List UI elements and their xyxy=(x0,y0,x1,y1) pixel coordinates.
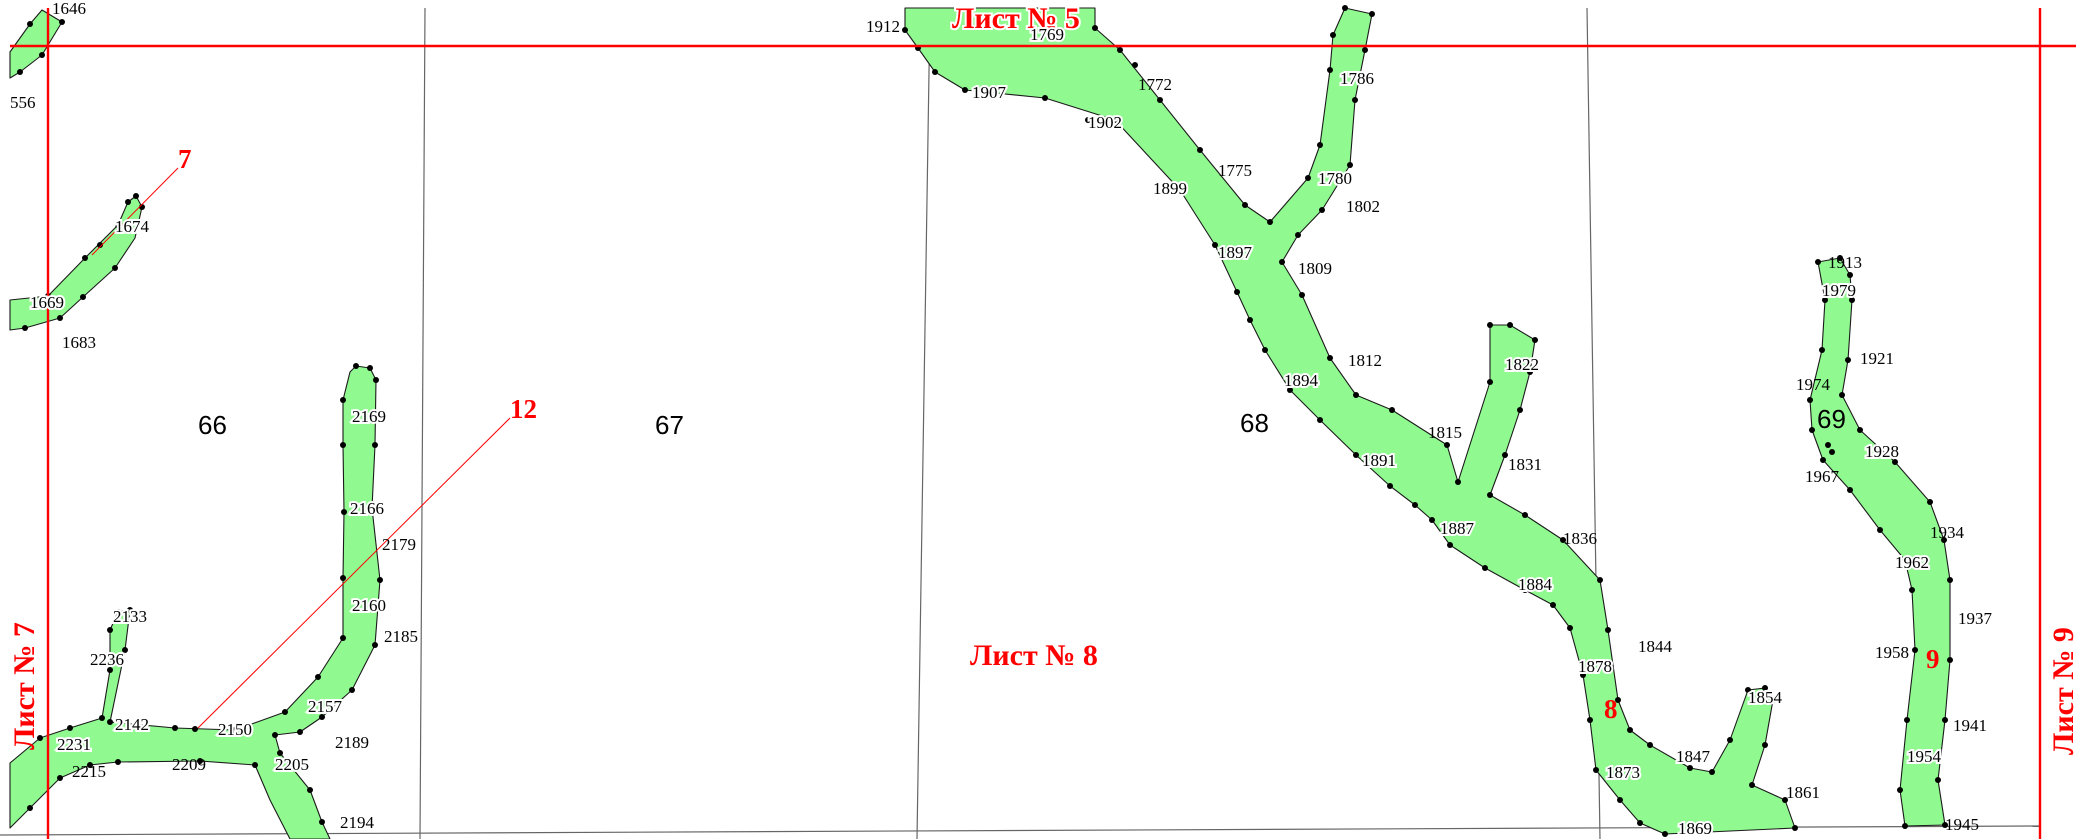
sheet-label-top: Лист № 5 xyxy=(952,2,1080,35)
point-label: 1887 xyxy=(1440,519,1475,538)
green-area xyxy=(9,195,143,331)
point-label: 2231 xyxy=(57,735,91,754)
point-label: 2209 xyxy=(172,755,206,774)
point-label: 1802 xyxy=(1346,197,1380,216)
point-label: 1962 xyxy=(1895,553,1929,572)
contour-number: 7 xyxy=(178,144,192,174)
point-label: 1812 xyxy=(1348,351,1382,370)
point-label: 1897 xyxy=(1218,243,1253,262)
point-label: 1941 xyxy=(1953,716,1987,735)
point-label: 2236 xyxy=(90,650,124,669)
green-area xyxy=(1809,257,1951,827)
point-label: 1861 xyxy=(1786,783,1820,802)
point-label: 2215 xyxy=(72,762,106,781)
point-label: 1836 xyxy=(1563,529,1597,548)
point-label: 1979 xyxy=(1822,281,1856,300)
point-label: 1683 xyxy=(62,333,96,352)
contour-number: 12 xyxy=(510,394,537,424)
point-label: 2185 xyxy=(384,627,418,646)
point-label: 1646 xyxy=(52,0,86,18)
leader-line-12 xyxy=(197,417,511,729)
sheet-label-center: Лист № 8 xyxy=(970,639,1098,672)
point-label: 2150 xyxy=(218,720,252,739)
point-label: 1869 xyxy=(1678,819,1712,838)
point-label: 2194 xyxy=(340,813,375,832)
point-label: 1809 xyxy=(1298,259,1332,278)
point-labels: 1646 556 1674 1669 1683 2169 2166 2179 2… xyxy=(10,0,1993,839)
sheet-label-right: Лист № 9 xyxy=(2047,627,2076,755)
point-label: 1967 xyxy=(1805,467,1840,486)
point-label: 556 xyxy=(10,93,36,112)
point-label: 1831 xyxy=(1508,455,1542,474)
point-label: 1902 xyxy=(1088,113,1122,132)
point-label: 2166 xyxy=(350,499,384,518)
point-label: 1891 xyxy=(1362,451,1396,470)
contour-number: 8 xyxy=(1604,694,1618,724)
point-label: 1822 xyxy=(1505,355,1539,374)
point-label: 1928 xyxy=(1865,442,1899,461)
point-label: 2142 xyxy=(115,715,149,734)
point-label: 1780 xyxy=(1318,169,1352,188)
parcel-number: 69 xyxy=(1817,404,1846,434)
point-label: 1769 xyxy=(1030,25,1064,44)
point-label: 1958 xyxy=(1875,643,1909,662)
point-label: 1844 xyxy=(1638,637,1673,656)
green-area xyxy=(904,7,1796,835)
green-area xyxy=(9,9,63,79)
point-label: 1934 xyxy=(1930,523,1965,542)
point-label: 1937 xyxy=(1958,609,1993,628)
point-label: 1854 xyxy=(1748,688,1783,707)
point-label: 1815 xyxy=(1428,423,1462,442)
point-label: 1775 xyxy=(1218,161,1252,180)
point-label: 2169 xyxy=(352,407,386,426)
point-label: 1921 xyxy=(1860,349,1894,368)
contour-number: 9 xyxy=(1926,644,1940,674)
parcel-boundary xyxy=(419,7,426,839)
point-label: 2189 xyxy=(335,733,369,752)
point-label: 1873 xyxy=(1606,763,1640,782)
parcel-boundary xyxy=(916,7,931,839)
leader-line-7 xyxy=(91,167,179,256)
point-label: 1878 xyxy=(1578,657,1612,676)
parcel-number: 66 xyxy=(198,410,227,440)
point-label: 2160 xyxy=(352,596,386,615)
sheet-label-left: Лист № 7 xyxy=(8,622,41,750)
point-label: 1907 xyxy=(972,83,1007,102)
boundary-points xyxy=(17,5,1953,837)
point-label: 1912 xyxy=(866,17,900,36)
point-label: 1786 xyxy=(1340,69,1374,88)
point-label: 1913 xyxy=(1828,253,1862,272)
point-label: 1884 xyxy=(1518,575,1553,594)
point-label: 1945 xyxy=(1945,815,1979,834)
point-label: 1899 xyxy=(1153,179,1187,198)
point-label: 1847 xyxy=(1676,747,1711,766)
point-label: 1674 xyxy=(115,217,150,236)
point-label: 1974 xyxy=(1796,375,1831,394)
parcel-number: 68 xyxy=(1240,408,1269,438)
point-label: 2157 xyxy=(308,697,343,716)
point-label: 1669 xyxy=(30,293,64,312)
point-label: 1894 xyxy=(1284,371,1319,390)
point-label: 2179 xyxy=(382,535,416,554)
parcel-number: 67 xyxy=(655,410,684,440)
point-label: 2133 xyxy=(113,607,147,626)
point-label: 1772 xyxy=(1138,75,1172,94)
point-label: 1954 xyxy=(1907,747,1942,766)
point-label: 2205 xyxy=(275,755,309,774)
